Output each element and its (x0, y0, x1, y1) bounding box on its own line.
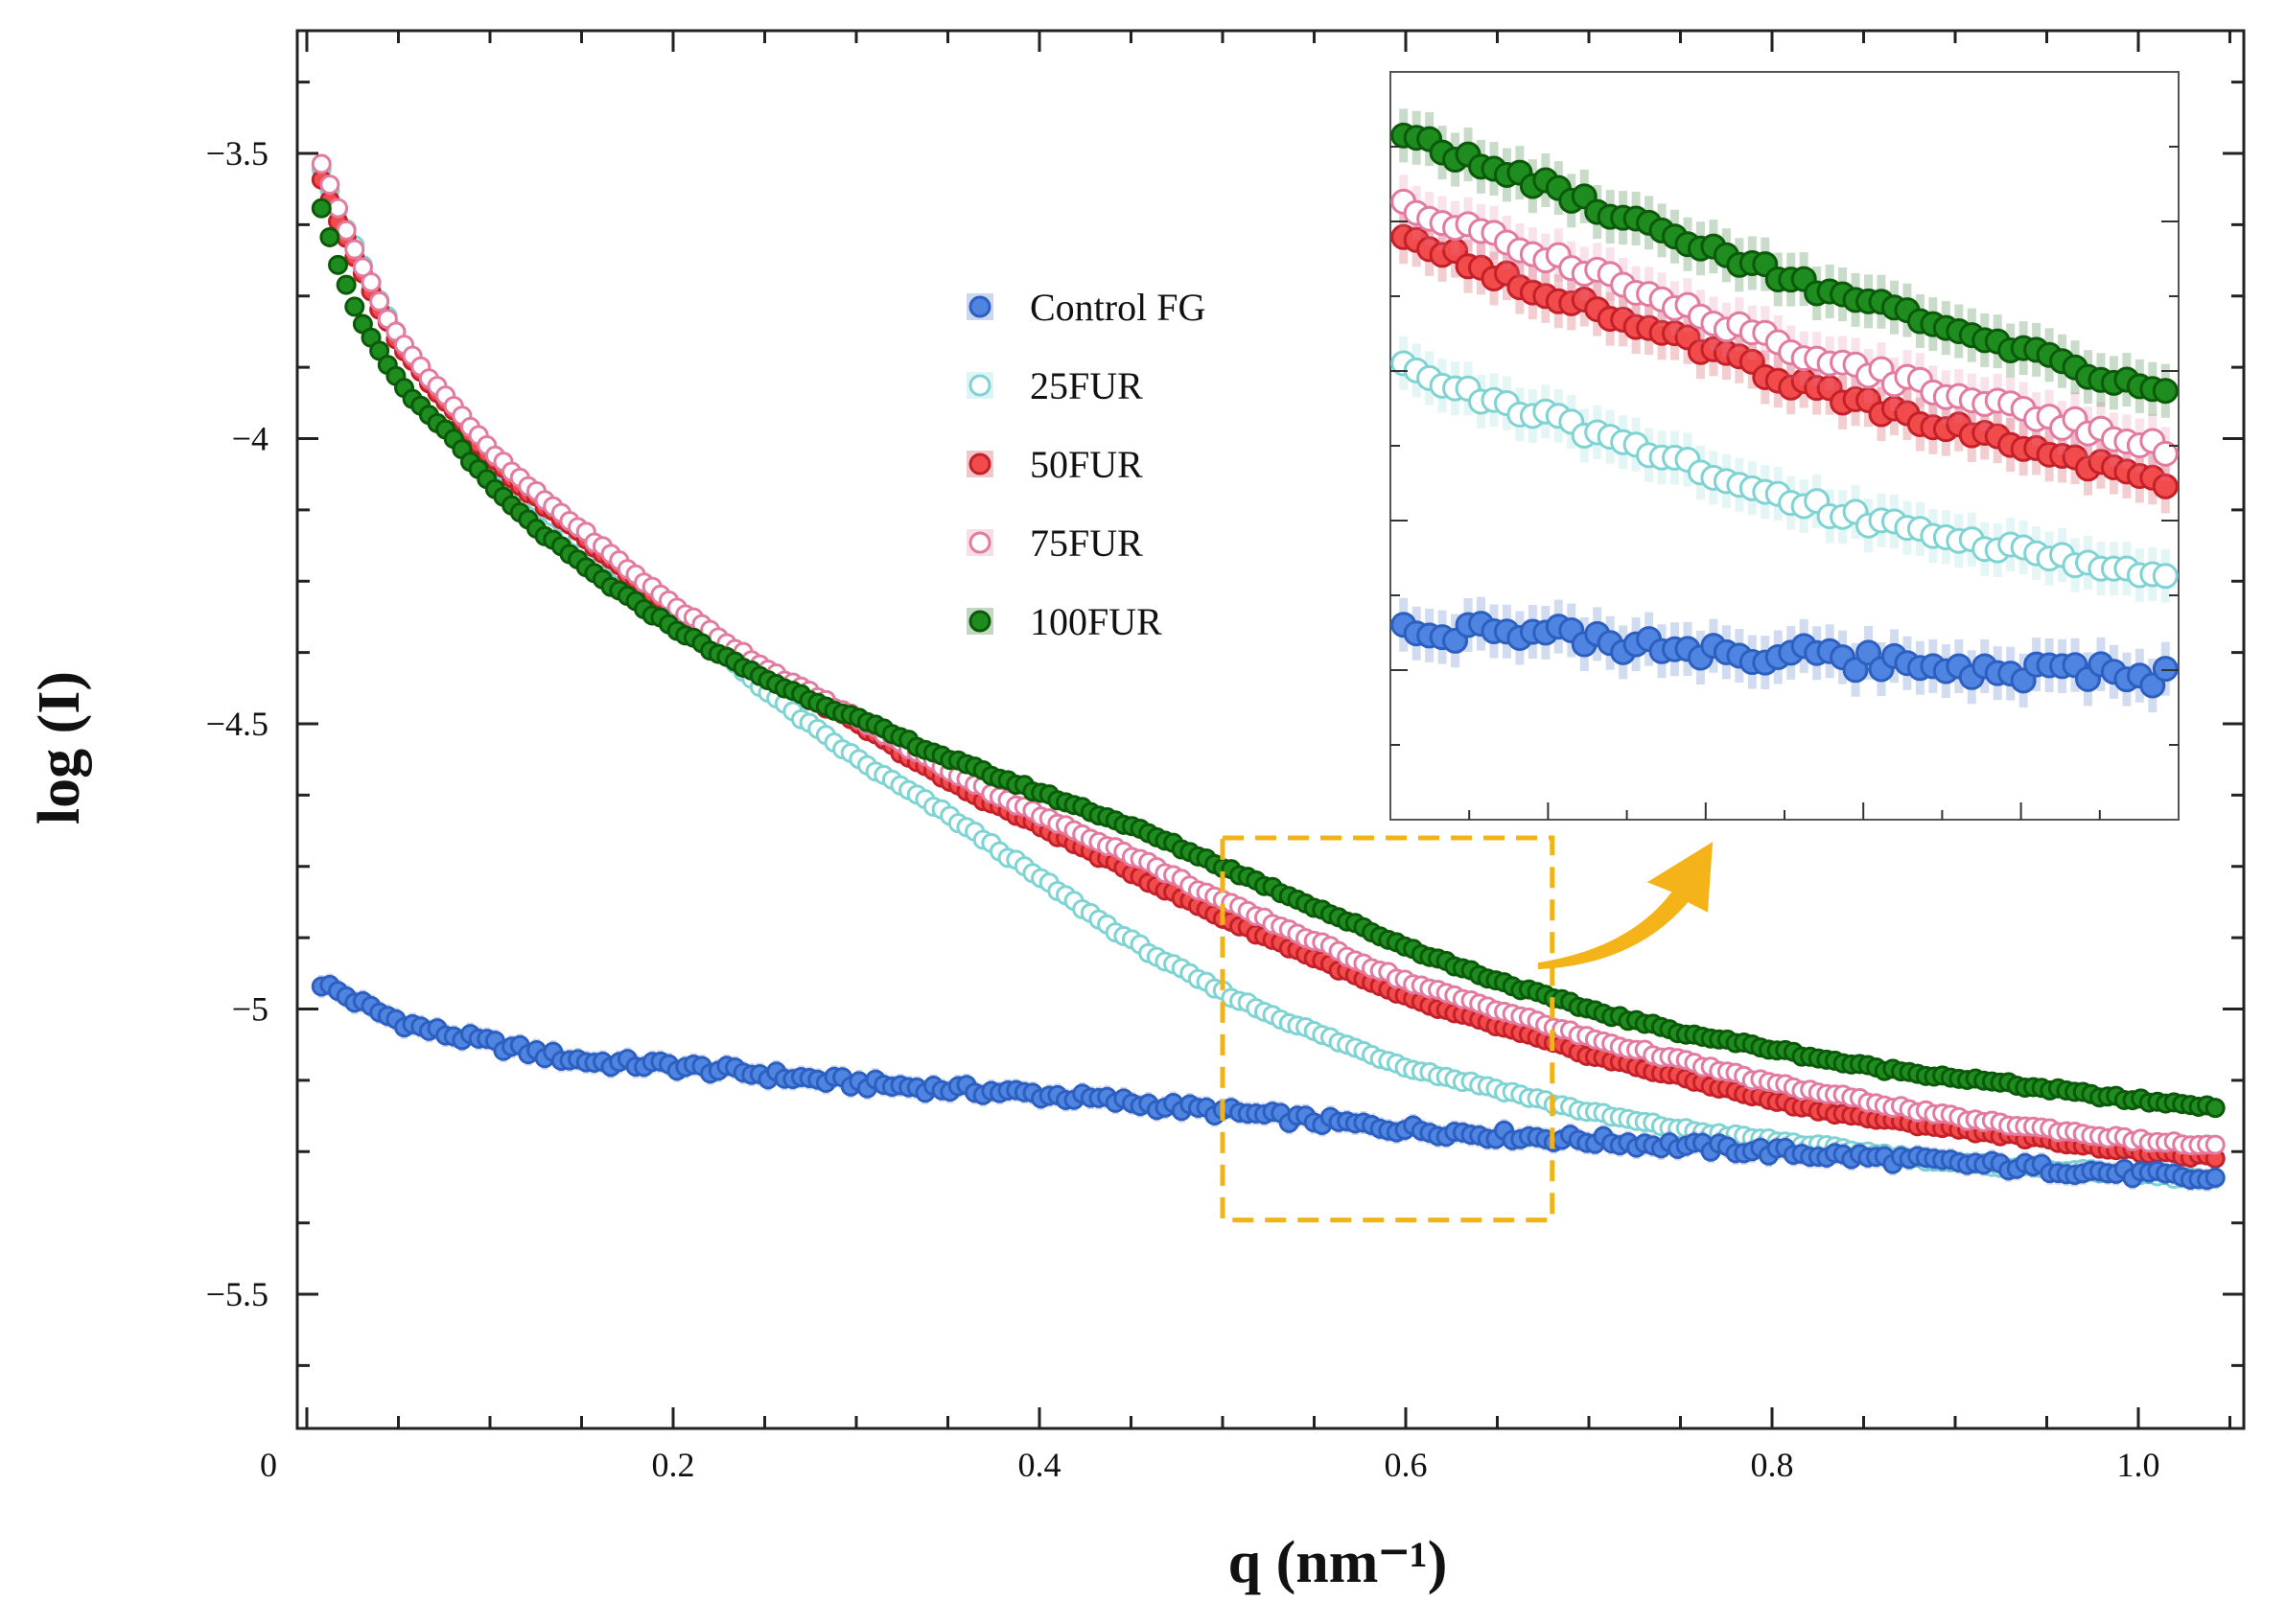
y-tick-label: −4.5 (206, 705, 268, 743)
data-point (2152, 473, 2179, 499)
zoom-arrow (1538, 842, 1714, 970)
data-point (319, 226, 340, 247)
legend-item-100fur: 100FUR (967, 600, 1162, 643)
data-point (328, 254, 349, 275)
data-point (2204, 1098, 2226, 1119)
data-point (344, 239, 365, 260)
legend-item-control-fg: Control FG (967, 286, 1205, 329)
legend-item-75fur: 75FUR (967, 522, 1143, 565)
inset-series-75fur (1390, 174, 2179, 481)
inset-series-100fur (1390, 108, 2179, 418)
data-point (319, 174, 340, 196)
data-point (2152, 440, 2179, 467)
data-point (352, 257, 373, 278)
main-axes: 0 0.2 0.4 0.6 0.8 1.0 −3.5 −4 −4.5 −5 −5.5 (206, 29, 2246, 1484)
series-layer (311, 153, 2226, 1192)
legend-label: Control FG (1030, 286, 1205, 329)
y-tick-label: −4 (232, 420, 268, 458)
inset-series-control-fg (1390, 596, 2179, 713)
inset-series-50fur (1390, 210, 2179, 514)
legend: Control FG 25FUR 50FUR 75FUR 100FUR (967, 286, 1205, 643)
data-point (361, 271, 382, 292)
y-tick-label: −5 (232, 990, 268, 1029)
legend-marker (968, 610, 991, 633)
data-point (336, 274, 357, 295)
legend-item-25fur: 25FUR (967, 364, 1143, 407)
data-point (336, 220, 357, 241)
y-tick-label: −3.5 (206, 134, 268, 173)
x-axis-title: q (nm⁻¹) (1228, 1530, 1448, 1595)
y-tick-label: −5.5 (206, 1275, 268, 1313)
legend-label: 75FUR (1030, 522, 1143, 565)
legend-label: 25FUR (1030, 364, 1143, 407)
series-control-fg (311, 973, 2226, 1192)
data-point (1842, 657, 1869, 684)
inset-plot (1389, 71, 2180, 821)
plot-frame (295, 29, 2246, 1430)
legend-marker (968, 374, 991, 397)
data-point (2204, 1134, 2226, 1155)
series-100fur (311, 197, 2226, 1119)
legend-marker (968, 452, 991, 476)
x-tick-label: 0.2 (652, 1446, 695, 1484)
data-point (328, 197, 349, 219)
legend-marker (968, 531, 991, 554)
x-tick-label: 0.8 (1751, 1446, 1794, 1484)
x-tick-label: 0 (260, 1446, 277, 1484)
legend-label: 50FUR (1030, 443, 1143, 486)
x-tick-label: 0.4 (1018, 1446, 1061, 1484)
x-tick-label: 0.6 (1385, 1446, 1428, 1484)
data-point (311, 153, 332, 174)
legend-marker (968, 295, 991, 318)
legend-item-50fur: 50FUR (967, 443, 1143, 486)
data-point (2152, 563, 2179, 590)
y-axis-title: log (I) (27, 671, 92, 824)
zoom-indicator (1220, 835, 1714, 1223)
inset-series-25fur (1390, 336, 2179, 603)
data-point (369, 290, 390, 312)
data-point (2139, 672, 2166, 699)
legend-label: 100FUR (1030, 600, 1162, 643)
data-point (344, 296, 365, 317)
data-point (2152, 656, 2179, 683)
x-tick-label: 1.0 (2117, 1446, 2160, 1484)
data-point (2152, 378, 2179, 405)
data-point (311, 197, 332, 219)
data-point (2204, 1167, 2226, 1188)
zoom-box (1220, 835, 1555, 1223)
